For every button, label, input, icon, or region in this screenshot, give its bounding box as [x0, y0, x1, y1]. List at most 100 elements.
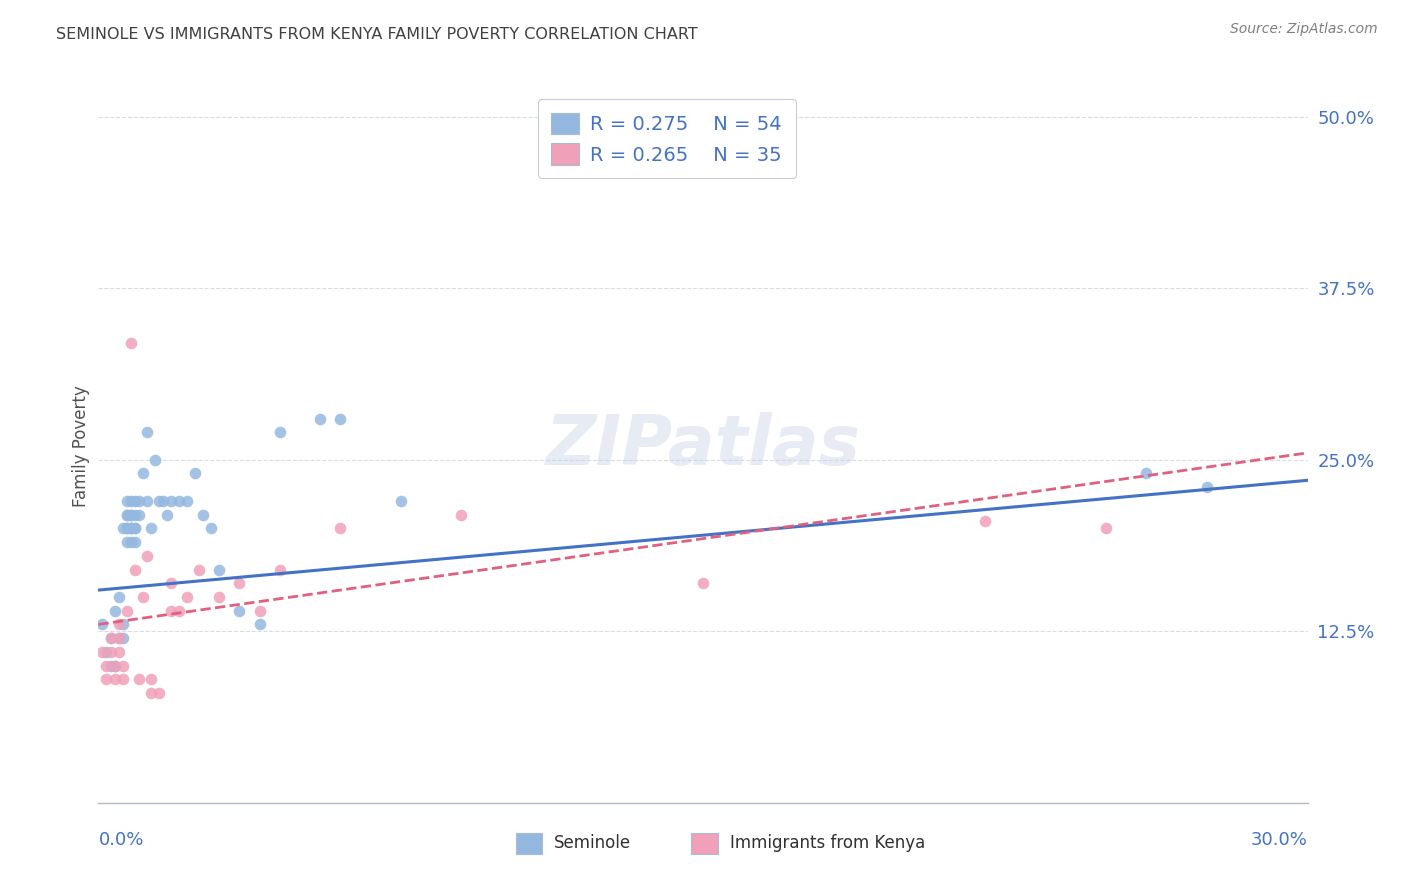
Point	[228, 604, 250, 618]
Point	[96, 673, 118, 687]
Point	[111, 658, 134, 673]
Point	[148, 686, 170, 700]
Point	[111, 617, 134, 632]
Point	[128, 494, 150, 508]
Point	[184, 467, 207, 481]
Point	[107, 631, 129, 645]
Point	[103, 658, 125, 673]
Point	[103, 604, 125, 618]
Point	[96, 645, 118, 659]
Point	[120, 508, 142, 522]
Point	[176, 590, 198, 604]
Point	[450, 508, 472, 522]
Point	[120, 494, 142, 508]
Point	[139, 686, 162, 700]
Point	[1095, 521, 1118, 535]
Point	[329, 521, 352, 535]
Point	[200, 521, 222, 535]
Point	[115, 508, 138, 522]
Point	[208, 562, 231, 576]
Point	[128, 673, 150, 687]
Point	[100, 645, 122, 659]
Point	[120, 521, 142, 535]
Point	[152, 494, 174, 508]
Point	[1135, 467, 1157, 481]
Point	[103, 673, 125, 687]
Point	[128, 508, 150, 522]
Point	[120, 508, 142, 522]
Point	[100, 631, 122, 645]
Point	[91, 617, 114, 632]
Point	[208, 590, 231, 604]
Point	[135, 494, 157, 508]
Text: Immigrants from Kenya: Immigrants from Kenya	[730, 835, 925, 853]
Point	[249, 604, 271, 618]
Point	[124, 508, 146, 522]
Point	[120, 535, 142, 549]
Bar	[690, 833, 717, 855]
Point	[148, 494, 170, 508]
Point	[115, 604, 138, 618]
Text: SEMINOLE VS IMMIGRANTS FROM KENYA FAMILY POVERTY CORRELATION CHART: SEMINOLE VS IMMIGRANTS FROM KENYA FAMILY…	[56, 27, 697, 42]
Point	[160, 576, 183, 591]
Point	[160, 494, 183, 508]
Bar	[516, 833, 543, 855]
Point	[269, 562, 291, 576]
Point	[120, 521, 142, 535]
Point	[269, 425, 291, 440]
Point	[107, 590, 129, 604]
Point	[120, 336, 142, 351]
Legend: R = 0.275    N = 54, R = 0.265    N = 35: R = 0.275 N = 54, R = 0.265 N = 35	[538, 99, 796, 178]
Point	[249, 617, 271, 632]
Point	[100, 631, 122, 645]
Point	[115, 508, 138, 522]
Point	[974, 515, 997, 529]
Point	[228, 576, 250, 591]
Point	[143, 452, 166, 467]
Point	[96, 658, 118, 673]
Point	[132, 467, 155, 481]
Point	[124, 494, 146, 508]
Point	[139, 521, 162, 535]
Point	[1195, 480, 1218, 494]
Text: 0.0%: 0.0%	[98, 831, 143, 849]
Point	[124, 535, 146, 549]
Point	[132, 590, 155, 604]
Point	[107, 631, 129, 645]
Text: Source: ZipAtlas.com: Source: ZipAtlas.com	[1230, 22, 1378, 37]
Text: 30.0%: 30.0%	[1251, 831, 1308, 849]
Point	[103, 658, 125, 673]
Point	[124, 562, 146, 576]
Point	[193, 508, 215, 522]
Point	[139, 673, 162, 687]
Point	[91, 645, 114, 659]
Point	[160, 604, 183, 618]
Point	[115, 494, 138, 508]
Point	[176, 494, 198, 508]
Point	[107, 617, 129, 632]
Point	[111, 631, 134, 645]
Point	[100, 658, 122, 673]
Point	[167, 604, 190, 618]
Point	[692, 576, 714, 591]
Point	[309, 411, 332, 425]
Point	[167, 494, 190, 508]
Text: Seminole: Seminole	[554, 835, 631, 853]
Point	[135, 425, 157, 440]
Point	[120, 521, 142, 535]
Point	[111, 673, 134, 687]
Point	[135, 549, 157, 563]
Point	[115, 521, 138, 535]
Point	[115, 521, 138, 535]
Point	[124, 521, 146, 535]
Point	[389, 494, 412, 508]
Point	[124, 521, 146, 535]
Text: ZIPatlas: ZIPatlas	[546, 412, 860, 480]
Point	[188, 562, 211, 576]
Point	[115, 535, 138, 549]
Point	[329, 411, 352, 425]
Point	[111, 521, 134, 535]
Point	[156, 508, 179, 522]
Point	[107, 645, 129, 659]
Y-axis label: Family Poverty: Family Poverty	[72, 385, 90, 507]
